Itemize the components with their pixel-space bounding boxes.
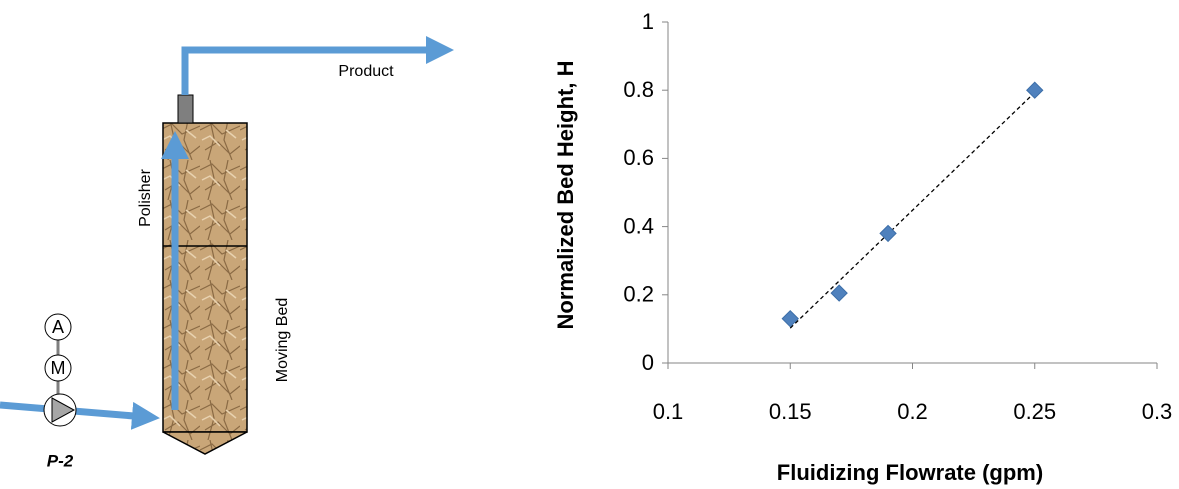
process-diagram: A M P-2 Product Polisher Moving Bed [0, 36, 454, 470]
pump-symbol [51, 397, 76, 423]
meter-label: M [51, 358, 66, 378]
y-tick-label: 0.6 [623, 145, 654, 170]
x-tick-label: 0.1 [653, 399, 684, 424]
chart: Fluidizing Flowrate (gpm) Normalized Bed… [553, 9, 1172, 485]
product-label: Product [338, 63, 394, 80]
moving-bed-label: Moving Bed [274, 298, 291, 383]
meter-a [44, 313, 72, 341]
y-axis-title: Normalized Bed Height, H [553, 61, 578, 330]
meter-m [44, 354, 72, 382]
meter-label: A [52, 317, 64, 337]
data-point [781, 309, 799, 328]
polisher-label: Polisher [137, 168, 154, 226]
y-tick-label: 0 [642, 350, 654, 375]
pump-label: P-2 [47, 451, 74, 470]
y-tick-label: 0.2 [623, 282, 654, 307]
x-tick-label: 0.2 [897, 399, 928, 424]
data-point [879, 224, 897, 243]
x-tick-label: 0.3 [1142, 399, 1173, 424]
product-pipe [181, 36, 454, 95]
x-tick-label: 0.25 [1013, 399, 1056, 424]
data-point [1026, 81, 1044, 99]
data-point [830, 284, 848, 302]
y-tick-label: 0.4 [623, 213, 654, 238]
cone [162, 431, 248, 455]
outlet-cap [177, 94, 194, 124]
y-tick-label: 0.8 [623, 77, 654, 102]
x-axis-title: Fluidizing Flowrate (gpm) [777, 460, 1043, 485]
trendline [789, 91, 1036, 329]
y-tick-label: 1 [642, 9, 654, 34]
x-tick-label: 0.15 [769, 399, 812, 424]
